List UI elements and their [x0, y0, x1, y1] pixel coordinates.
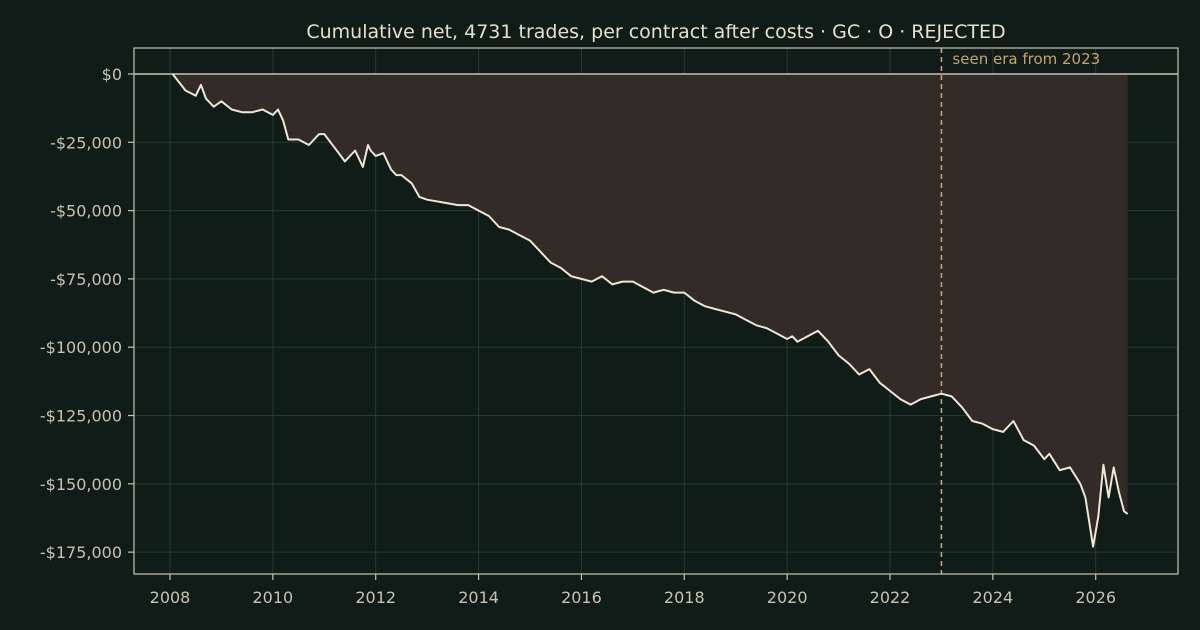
cumulative-net-line: [171, 73, 1129, 548]
x-tick-label: 2016: [561, 588, 602, 607]
x-tick-label: 2012: [355, 588, 396, 607]
y-tick-label: -$150,000: [40, 475, 122, 494]
x-tick-label: 2020: [767, 588, 808, 607]
y-axis: $0 -$25,000 -$50,000 -$75,000 -$100,000 -$125…: [40, 65, 134, 562]
x-tick-label: 2024: [972, 588, 1013, 607]
x-axis: 2008 2010 2012 2014 2016 2018 2020 2022 2024 2026: [150, 574, 1116, 607]
y-tick-label: -$75,000: [50, 270, 122, 289]
y-tick-label: -$125,000: [40, 407, 122, 426]
seen-era-label: seen era from 2023: [952, 50, 1100, 68]
plot-frame: [133, 47, 1179, 575]
x-tick-label: 2018: [664, 588, 705, 607]
x-tick-label: 2026: [1075, 588, 1116, 607]
x-tick-label: 2014: [458, 588, 499, 607]
y-tick-label: -$25,000: [50, 133, 122, 152]
y-tick-label: $0: [102, 65, 122, 84]
drawdown-area: [172, 74, 1128, 547]
x-tick-label: 2008: [150, 588, 191, 607]
x-tick-label: 2022: [870, 588, 911, 607]
y-tick-label: -$100,000: [40, 338, 122, 357]
y-tick-label: -$175,000: [40, 543, 122, 562]
chart-title: Cumulative net, 4731 trades, per contrac…: [306, 21, 1005, 43]
x-tick-label: 2010: [252, 588, 293, 607]
y-tick-label: -$50,000: [50, 202, 122, 221]
